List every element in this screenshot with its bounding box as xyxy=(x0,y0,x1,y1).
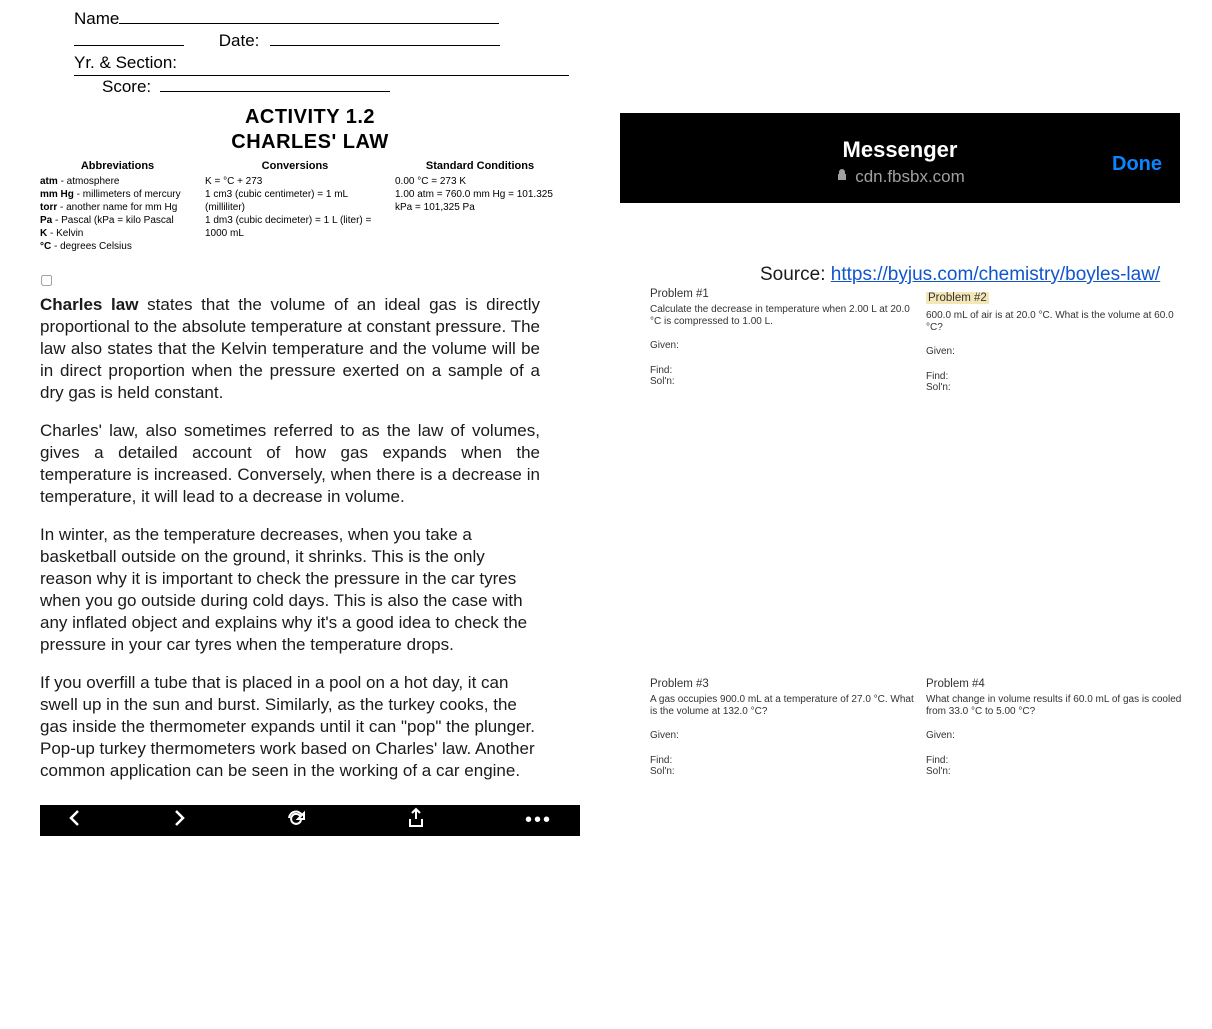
source-line: Source: https://byjus.com/chemistry/boyl… xyxy=(760,264,1160,286)
problem-2: Problem #2 600.0 mL of air is at 20.0 °C… xyxy=(926,288,1190,393)
std-item: 0.00 °C = 273 K xyxy=(395,175,565,188)
conv-item: 1 cm3 (cubic centimeter) = 1 mL (millili… xyxy=(205,188,385,214)
score-label: Score: xyxy=(102,77,151,96)
share-icon[interactable] xyxy=(406,807,426,834)
paragraph-4: If you overfill a tube that is placed in… xyxy=(40,672,540,782)
abbrev-item: mm Hg - millimeters of mercury xyxy=(40,188,195,201)
paragraph-2: Charles' law, also sometimes referred to… xyxy=(40,420,540,508)
soln-label: Sol'n: xyxy=(926,382,1190,393)
refresh-icon[interactable] xyxy=(285,808,307,833)
problem-1: Problem #1 Calculate the decrease in tem… xyxy=(650,288,914,393)
forward-icon[interactable] xyxy=(172,809,186,832)
reference-table: Abbreviations atm - atmosphere mm Hg - m… xyxy=(40,160,580,253)
law-title: CHARLES' LAW xyxy=(40,131,580,154)
given-label: Given: xyxy=(926,346,1190,357)
soln-label: Sol'n: xyxy=(926,766,1190,777)
problem-3-question: A gas occupies 900.0 mL at a temperature… xyxy=(650,694,914,718)
abbrev-item: K - Kelvin xyxy=(40,227,195,240)
back-icon[interactable] xyxy=(68,809,82,832)
problems-row-1: Problem #1 Calculate the decrease in tem… xyxy=(650,288,1190,393)
paragraph-3: In winter, as the temperature decreases,… xyxy=(40,524,540,656)
yr-section-label: Yr. & Section: xyxy=(74,53,177,72)
find-label: Find: xyxy=(926,755,1190,766)
std-cond-heading: Standard Conditions xyxy=(395,160,565,172)
conv-item: K = °C + 273 xyxy=(205,175,385,188)
name-label: Name xyxy=(74,9,119,28)
checkbox-glyph: ▢ xyxy=(40,271,580,288)
std-item: 1.00 atm = 760.0 mm Hg = 101.325 kPa = 1… xyxy=(395,188,565,214)
given-label: Given: xyxy=(650,730,914,741)
date-field-row: Date: xyxy=(74,30,580,52)
done-button[interactable]: Done xyxy=(1112,153,1162,176)
problem-2-title: Problem #2 xyxy=(926,292,989,304)
soln-label: Sol'n: xyxy=(650,376,914,387)
abbrev-item: torr - another name for mm Hg xyxy=(40,201,195,214)
conversions-heading: Conversions xyxy=(205,160,385,172)
abbrev-item: atm - atmosphere xyxy=(40,175,195,188)
abbrev-item: °C - degrees Celsius xyxy=(40,240,195,253)
date-label: Date: xyxy=(219,31,260,50)
viewer-toolbar: ••• xyxy=(40,805,580,836)
messenger-title: Messenger xyxy=(620,137,1180,163)
paragraph-1: Charles law states that the volume of an… xyxy=(40,294,540,404)
problems-row-2: Problem #3 A gas occupies 900.0 mL at a … xyxy=(650,678,1190,777)
source-link[interactable]: https://byjus.com/chemistry/boyles-law/ xyxy=(831,264,1160,285)
find-label: Find: xyxy=(926,371,1190,382)
problem-1-title: Problem #1 xyxy=(650,288,914,300)
conv-item: 1 dm3 (cubic decimeter) = 1 L (liter) = … xyxy=(205,214,385,240)
more-icon[interactable]: ••• xyxy=(525,809,552,832)
problem-4: Problem #4 What change in volume results… xyxy=(926,678,1190,777)
problem-3: Problem #3 A gas occupies 900.0 mL at a … xyxy=(650,678,914,777)
source-prefix: Source: xyxy=(760,264,831,285)
problem-1-question: Calculate the decrease in temperature wh… xyxy=(650,304,914,328)
messenger-header: Messenger cdn.fbsbx.com Done xyxy=(620,113,1180,203)
given-label: Given: xyxy=(650,340,914,351)
problem-2-question: 600.0 mL of air is at 20.0 °C. What is t… xyxy=(926,310,1190,334)
messenger-url: cdn.fbsbx.com xyxy=(855,167,965,187)
problem-3-title: Problem #3 xyxy=(650,678,914,690)
charles-law-lead: Charles law xyxy=(40,295,138,314)
find-label: Find: xyxy=(650,755,914,766)
soln-label: Sol'n: xyxy=(650,766,914,777)
abbrev-item: Pa - Pascal (kPa = kilo Pascal xyxy=(40,214,195,227)
lock-icon xyxy=(835,168,849,187)
problem-4-title: Problem #4 xyxy=(926,678,1190,690)
worksheet-page: Name Date: Yr. & Section: Score: ACTIVIT… xyxy=(0,0,580,782)
score-row: Score: xyxy=(102,76,580,98)
activity-title: ACTIVITY 1.2 xyxy=(40,106,580,129)
find-label: Find: xyxy=(650,365,914,376)
problem-4-question: What change in volume results if 60.0 mL… xyxy=(926,694,1190,718)
abbrev-heading: Abbreviations xyxy=(40,160,195,172)
name-field-row: Name xyxy=(74,8,580,30)
yr-section-row: Yr. & Section: xyxy=(74,52,580,74)
given-label: Given: xyxy=(926,730,1190,741)
